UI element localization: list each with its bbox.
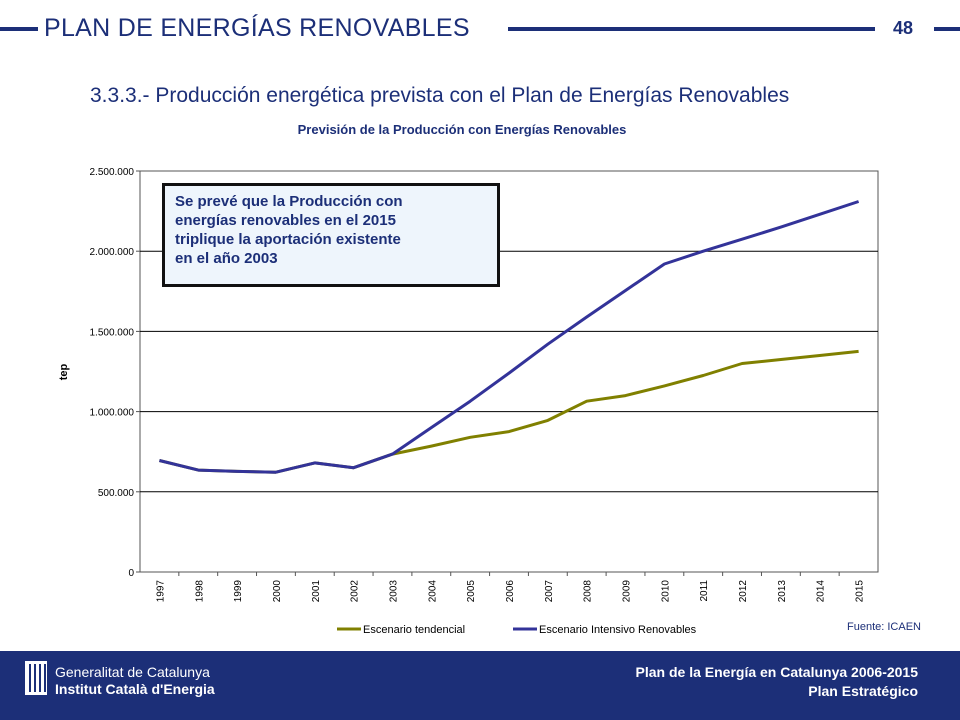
page-number: 48 xyxy=(892,18,914,38)
y-tick-label: 1.500.000 xyxy=(90,327,135,338)
header-title: PLAN DE ENERGÍAS RENOVABLES xyxy=(44,14,470,42)
x-tick-label: 2015 xyxy=(855,580,866,603)
x-tick-label: 2005 xyxy=(466,580,477,603)
x-tick-label: 2009 xyxy=(622,580,633,603)
x-tick-label: 2002 xyxy=(350,580,361,603)
y-tick-label: 500.000 xyxy=(98,488,135,499)
x-tick-label: 2003 xyxy=(388,580,399,603)
callout-line: Se prevé que la Producción con xyxy=(175,193,403,210)
x-tick-label: 2012 xyxy=(738,580,749,603)
x-tick-label: 2010 xyxy=(660,580,671,603)
callout-line: energías renovables en el 2015 xyxy=(175,212,396,229)
y-tick-label: 2.500.000 xyxy=(90,167,135,178)
header-rule-middle xyxy=(508,27,875,31)
x-tick-label: 1999 xyxy=(233,580,244,603)
callout-line: en el año 2003 xyxy=(175,250,278,267)
generalitat-logo-icon xyxy=(25,661,47,695)
footer-plan-subtitle: Plan Estratégico xyxy=(808,683,918,699)
footer-org-name: Generalitat de Catalunya xyxy=(55,664,210,680)
legend-label: Escenario tendencial xyxy=(363,624,465,636)
chart-legend: Escenario tendencial Escenario Intensivo … xyxy=(337,624,697,636)
x-tick-label: 2006 xyxy=(505,580,516,603)
callout-line: triplique la aportación existente xyxy=(175,231,401,248)
y-tick-label: 2.000.000 xyxy=(90,247,135,258)
x-tick-label: 2004 xyxy=(427,580,438,603)
source-note: Fuente: ICAEN xyxy=(847,621,921,633)
x-tick-label: 2007 xyxy=(544,580,555,603)
x-tick-label: 2013 xyxy=(777,580,788,603)
x-tick-label: 2011 xyxy=(699,580,710,602)
x-axis-ticks: 1997 1998 1999 2000 2001 2002 2003 2004 2005 2006… xyxy=(155,572,866,603)
y-tick-label: 0 xyxy=(128,568,134,579)
y-axis-ticks: 0 500.000 1.000.000 1.500.000 2.000.000 2.500… xyxy=(90,167,140,579)
chart-title: Previsión de la Producción con Energías … xyxy=(298,122,627,137)
x-tick-label: 1997 xyxy=(155,580,166,603)
header-rule-right xyxy=(934,27,960,31)
header-rule-left xyxy=(0,27,38,31)
y-axis-label: tep xyxy=(58,363,70,380)
footer-institute-name: Institut Català d'Energia xyxy=(55,681,215,697)
series-line xyxy=(159,200,860,474)
callout-box: Se prevé que la Producción con energías … xyxy=(162,183,500,287)
series-lines xyxy=(159,200,860,474)
legend-label: Escenario Intensivo Renovables xyxy=(539,624,697,636)
x-tick-label: 1998 xyxy=(194,580,205,603)
footer-plan-title: Plan de la Energía en Catalunya 2006-201… xyxy=(635,664,918,680)
x-tick-label: 2000 xyxy=(272,580,283,603)
section-title: 3.3.3.- Producción energética prevista c… xyxy=(90,84,790,107)
footer-bar: Generalitat de Catalunya Institut Català… xyxy=(0,651,960,720)
x-tick-label: 2008 xyxy=(583,580,594,603)
x-tick-label: 2001 xyxy=(311,580,322,603)
y-tick-label: 1.000.000 xyxy=(90,408,135,419)
x-tick-label: 2014 xyxy=(816,580,827,603)
